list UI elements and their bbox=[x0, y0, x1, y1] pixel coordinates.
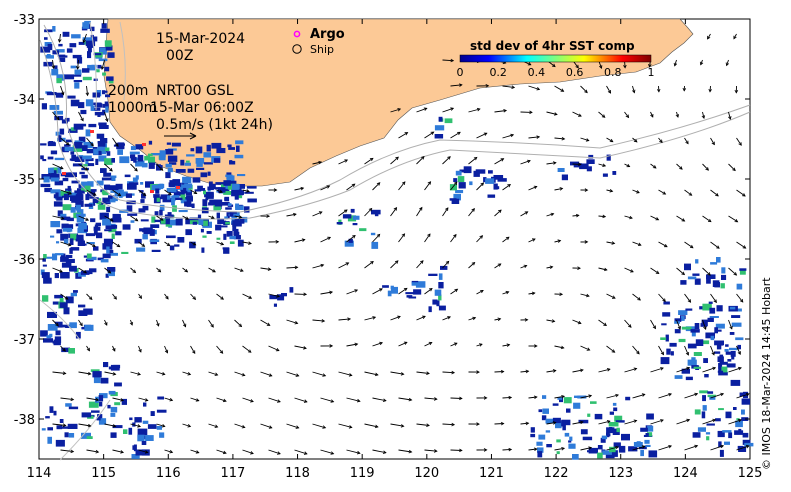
credit-label: © IMOS 18-Mar-2024 14:45 Hobart bbox=[760, 277, 773, 470]
y-tick-label: -37 bbox=[14, 333, 35, 348]
sst-std-dev-patches bbox=[40, 20, 754, 460]
colorbar-tick-label: 0.8 bbox=[604, 66, 622, 79]
y-tick-label: -38 bbox=[14, 413, 35, 428]
ship-marker bbox=[292, 44, 302, 54]
contour-1000m bbox=[39, 39, 751, 220]
colorbar-tick-label: 0.2 bbox=[489, 66, 507, 79]
vector-scale-arrow bbox=[164, 132, 197, 140]
x-axis: 114 115 116 117 118 119 120 121 122 123 124 125 bbox=[27, 19, 763, 481]
x-tick-label: 122 bbox=[544, 466, 569, 481]
legend-argo: Argo bbox=[310, 27, 345, 42]
x-tick-label: 117 bbox=[220, 466, 245, 481]
source-label: NRT00 GSL bbox=[156, 83, 234, 99]
time-label: 00Z bbox=[166, 48, 193, 64]
x-tick-label: 124 bbox=[673, 466, 698, 481]
current-vectors bbox=[51, 33, 750, 455]
contour-western bbox=[39, 21, 126, 461]
vector-scale-label: 0.5m/s (1kt 24h) bbox=[156, 117, 273, 133]
x-tick-label: 115 bbox=[91, 466, 116, 481]
x-tick-label: 118 bbox=[285, 466, 310, 481]
y-tick-label: -35 bbox=[14, 173, 35, 188]
contour-label-1000m: 1000m bbox=[108, 100, 157, 116]
x-tick-label: 114 bbox=[27, 466, 52, 481]
y-tick-label: -34 bbox=[14, 93, 35, 108]
x-tick-label: 119 bbox=[350, 466, 375, 481]
contour-200m bbox=[43, 24, 751, 213]
y-tick-label: -33 bbox=[14, 13, 35, 28]
y-tick-label: -36 bbox=[14, 253, 35, 268]
legend-ship: Ship bbox=[310, 43, 334, 56]
date-label: 15-Mar-2024 bbox=[156, 31, 245, 47]
contour-label-200m: 200m bbox=[108, 83, 148, 99]
x-tick-label: 116 bbox=[156, 466, 181, 481]
colorbar-ticks: 0 0.2 0.4 0.6 0.8 1 bbox=[457, 66, 655, 79]
x-tick-label: 121 bbox=[479, 466, 504, 481]
argo-marker bbox=[293, 30, 301, 38]
colorbar bbox=[459, 54, 652, 63]
colorbar-tick-label: 0.4 bbox=[528, 66, 546, 79]
colorbar-tick-label: 1 bbox=[648, 66, 655, 79]
x-tick-label: 123 bbox=[608, 466, 633, 481]
colorbar-tick-label: 0 bbox=[457, 66, 464, 79]
colorbar-tick-label: 0.6 bbox=[566, 66, 584, 79]
x-tick-label: 120 bbox=[414, 466, 439, 481]
colorbar-title: std dev of 4hr SST comp bbox=[470, 39, 635, 53]
x-tick-label: 125 bbox=[738, 466, 763, 481]
source-time: 15-Mar 06:00Z bbox=[150, 100, 254, 116]
y-axis: -33 -34 -35 -36 -37 -38 bbox=[14, 13, 750, 428]
